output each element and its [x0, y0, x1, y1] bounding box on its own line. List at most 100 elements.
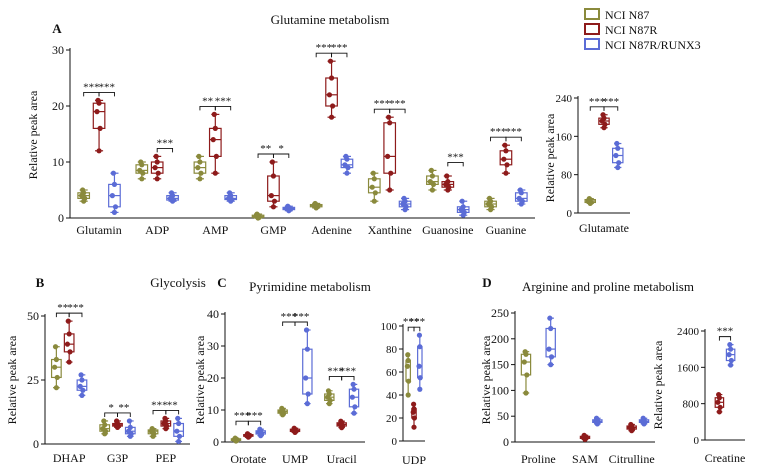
data-point — [53, 385, 59, 391]
box-plot — [289, 425, 301, 435]
box-plot — [598, 112, 610, 131]
bracket-line — [505, 136, 522, 142]
bracket-line — [413, 326, 421, 332]
y-axis-label: Relative peak area — [651, 340, 665, 429]
significance-bracket: *** — [246, 410, 263, 426]
data-point — [312, 200, 318, 207]
data-point — [174, 428, 180, 434]
data-point — [548, 354, 555, 360]
box-plot — [63, 318, 75, 365]
box-plot — [135, 159, 149, 182]
data-point — [522, 349, 528, 355]
data-point — [197, 176, 203, 182]
data-point — [78, 372, 84, 378]
significance-bracket: ** — [117, 402, 131, 417]
box — [302, 348, 313, 395]
data-point — [52, 364, 58, 370]
box-plot — [638, 415, 650, 427]
panel-title: Pyrimidine metabolism — [249, 279, 371, 294]
data-point — [305, 391, 311, 397]
significance-label: *** — [403, 316, 420, 328]
significance-bracket: * — [104, 402, 118, 417]
data-point — [53, 356, 59, 363]
box-plot — [626, 421, 637, 434]
box-plot — [383, 114, 397, 193]
data-point — [195, 165, 201, 171]
significance-bracket: *** — [409, 316, 425, 332]
data-point — [516, 195, 522, 201]
x-tick-label: Uracil — [327, 452, 358, 466]
y-tick-label: 100 — [381, 321, 398, 333]
box — [417, 346, 423, 379]
data-point — [405, 392, 411, 398]
significance-bracket: *** — [603, 96, 619, 111]
box-plot — [267, 159, 280, 210]
data-point — [54, 374, 60, 381]
y-tick-label: 1600 — [677, 362, 700, 374]
y-axis-label: Relative peak area — [543, 113, 557, 202]
significance-label: *** — [246, 410, 263, 422]
data-point — [139, 176, 145, 182]
box — [520, 353, 532, 376]
data-point — [503, 170, 509, 176]
box-plot — [224, 190, 238, 204]
data-point — [79, 377, 85, 383]
significance-bracket: *** — [151, 399, 168, 415]
data-point — [386, 114, 392, 120]
box-plot — [545, 315, 556, 368]
significance-label: *** — [67, 302, 84, 314]
bracket-line — [165, 409, 180, 415]
data-point — [66, 359, 72, 365]
box-plot — [441, 173, 455, 193]
data-point — [196, 153, 202, 159]
panel-letter: A — [52, 21, 62, 36]
significance-label: *** — [331, 42, 348, 54]
data-point — [411, 401, 417, 407]
significance-label: *** — [281, 311, 298, 323]
box-plot — [76, 372, 88, 398]
data-point — [79, 392, 85, 398]
box-plot — [92, 97, 106, 154]
data-point — [548, 362, 554, 368]
bracket-line — [603, 106, 619, 111]
data-point — [304, 346, 310, 352]
data-point — [459, 198, 465, 204]
data-point — [154, 159, 160, 165]
box-plot — [416, 332, 423, 392]
box-plot — [99, 418, 111, 437]
data-point — [351, 410, 357, 416]
data-point — [97, 125, 103, 131]
significance-label: *** — [151, 399, 168, 411]
significance-bracket: ** — [199, 95, 216, 111]
y-tick-label: 80 — [561, 170, 573, 182]
box-plot — [499, 142, 513, 176]
data-point — [176, 420, 182, 427]
x-tick-label: Glutamate — [579, 221, 629, 235]
x-tick-label: Guanine — [486, 223, 527, 237]
panel-title: Glutamine metabolism — [271, 12, 390, 27]
box-plot — [251, 211, 265, 221]
data-point — [327, 58, 334, 64]
significance-bracket: *** — [505, 126, 522, 142]
x-tick-label: Proline — [521, 452, 556, 466]
significance-label: *** — [327, 365, 344, 377]
box-plot — [166, 190, 179, 204]
data-point — [168, 190, 175, 196]
data-point — [126, 418, 133, 424]
x-tick-label: Citrulline — [609, 452, 655, 466]
box-plot — [160, 415, 172, 432]
legend-label: NCI N87R/RUNX3 — [605, 38, 701, 52]
box-plot — [255, 426, 266, 439]
data-point — [349, 394, 355, 400]
box-plot — [579, 432, 591, 443]
x-tick-label: Guanosine — [422, 223, 473, 237]
box — [405, 359, 411, 382]
chart-panel: 0 800 1600 2400 Relative peak area Creatine **… — [651, 326, 745, 465]
data-point — [405, 357, 411, 364]
y-tick-label: 10 — [52, 155, 64, 169]
significance-bracket: *** — [490, 126, 506, 142]
data-point — [416, 332, 423, 338]
significance-bracket: ** — [165, 399, 180, 415]
data-point — [291, 425, 297, 431]
data-point — [211, 111, 217, 117]
